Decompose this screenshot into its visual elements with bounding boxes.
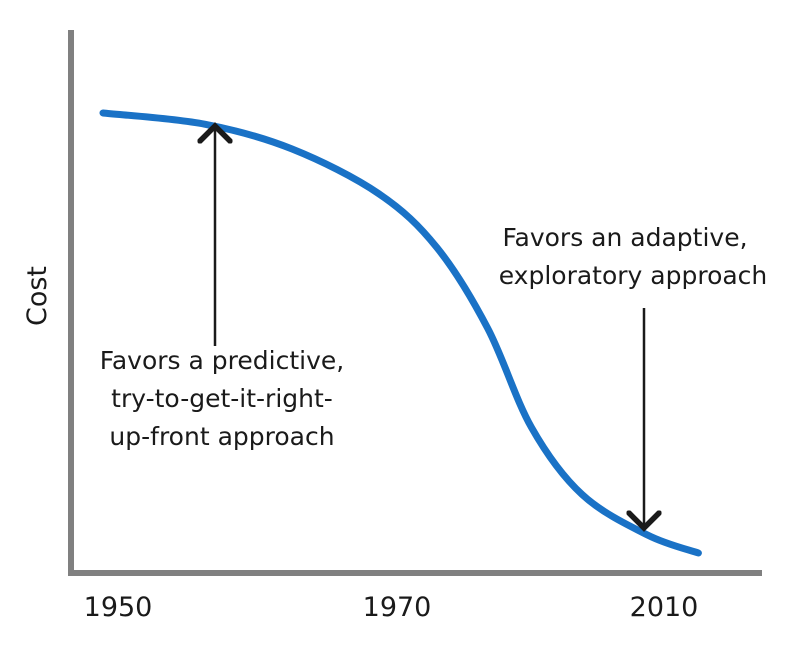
x-tick-label: 2010: [630, 592, 699, 623]
x-tick-label: 1950: [84, 592, 153, 623]
series-layer: [99, 109, 702, 557]
x-tick-label: 1970: [363, 592, 432, 623]
y-axis-label: Cost: [22, 266, 53, 326]
annotation-predictive-line: up-front approach: [109, 422, 334, 451]
cost-curve-line: [99, 109, 702, 557]
annotation-predictive-line: Favors a predictive,: [100, 346, 344, 375]
annotation-adaptive-line: Favors an adaptive,: [502, 223, 747, 252]
annotation-predictive-line: try-to-get-it-right-: [111, 384, 333, 413]
annotation-adaptive-line: exploratory approach: [499, 261, 768, 290]
